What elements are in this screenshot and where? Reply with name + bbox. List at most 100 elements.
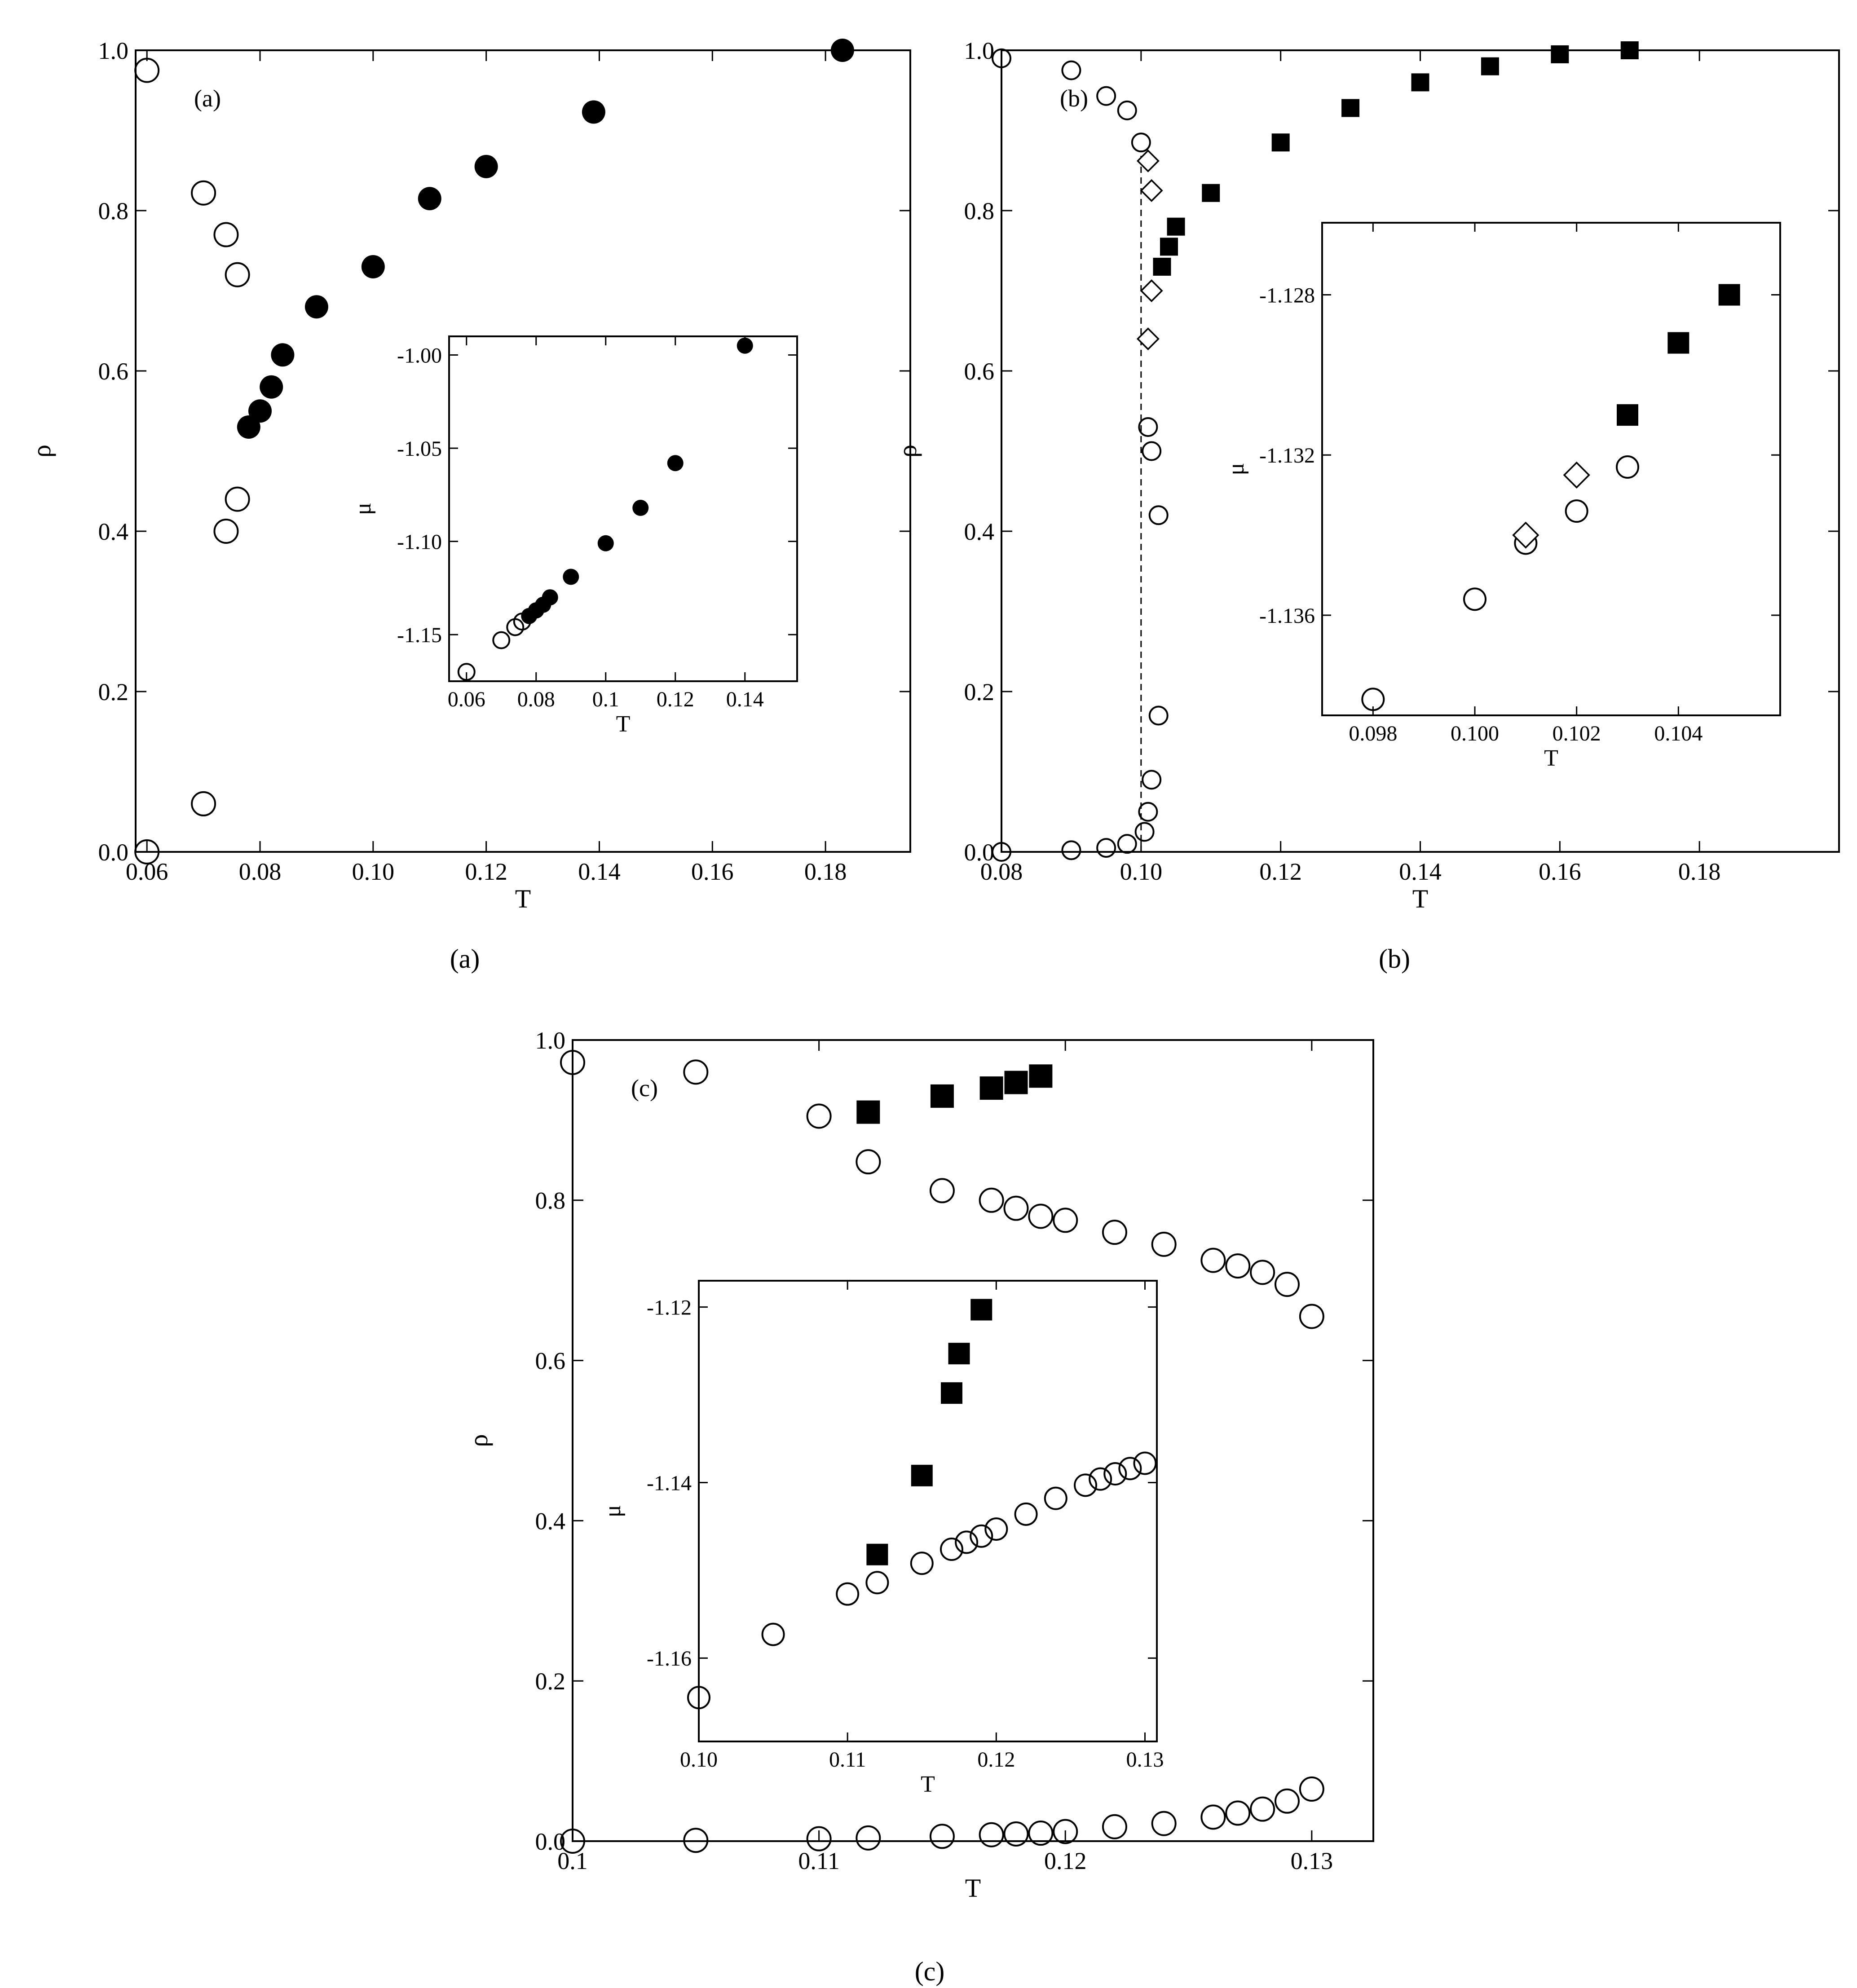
chart-b-point-open-circle xyxy=(1061,840,1081,860)
chart-b-point-open-circle xyxy=(1134,822,1155,842)
chart-c-point-open-circle xyxy=(1200,1247,1226,1273)
chart-c-point-filled-square xyxy=(979,1076,1003,1100)
chart-b-point-open-circle xyxy=(1138,802,1158,822)
chart-c-point-open-circle xyxy=(1003,1195,1029,1221)
chart-b-xtick-label: 0.14 xyxy=(1399,858,1442,885)
chart-b-inset-ylabel: μ xyxy=(1223,463,1249,476)
chart-c-point-open-circle xyxy=(1151,1811,1177,1836)
chart-c-inset-point-open-circle xyxy=(1089,1467,1112,1491)
chart-b-point-open-diamond xyxy=(1140,279,1163,302)
chart-c-point-open-circle xyxy=(1102,1814,1127,1839)
chart-c-point-filled-square xyxy=(1029,1064,1053,1088)
chart-c-inset-point-open-circle xyxy=(970,1524,993,1548)
chart-a-point-open-circle xyxy=(191,180,216,206)
chart-a-ylabel: ρ xyxy=(27,445,56,458)
chart-a-point-filled-circle xyxy=(304,295,328,319)
chart-b-inset-point-open-diamond xyxy=(1512,521,1539,549)
chart-b-point-open-circle xyxy=(992,48,1011,68)
chart-a-point-filled-circle xyxy=(248,399,272,423)
chart-b-xtick-label: 0.08 xyxy=(980,858,1023,885)
chart-c-inset-point-open-circle xyxy=(1014,1502,1038,1526)
chart-c-ytick-label: 1.0 xyxy=(535,1027,566,1054)
chart-c-point-open-circle xyxy=(979,1822,1004,1847)
chart-b-point-filled-square xyxy=(1167,217,1185,236)
chart-c-point-open-circle xyxy=(683,1059,709,1085)
chart-c-point-open-circle xyxy=(1274,1788,1300,1814)
chart-a-xtick-label: 0.12 xyxy=(465,858,507,885)
chart-c-inset-point-filled-square xyxy=(866,1543,888,1565)
chart-a-inset-point-filled-circle xyxy=(542,589,558,606)
chart-c-point-open-circle xyxy=(856,1149,881,1175)
chart-c-point-open-circle xyxy=(806,1826,832,1851)
chart-c-inset-point-open-circle xyxy=(865,1571,889,1595)
chart-a-inset-point-filled-circle xyxy=(737,337,753,354)
chart-a-frame xyxy=(135,49,911,853)
chart-b-inset-point-filled-square xyxy=(1617,404,1638,426)
chart-a-point-filled-circle xyxy=(271,343,295,367)
chart-a-inset-point-filled-circle xyxy=(632,499,649,516)
chart-b-inset-point-open-circle xyxy=(1616,455,1639,479)
chart-a-inset-xtick-label: 0.12 xyxy=(657,688,694,711)
chart-b-inset-point-open-circle xyxy=(1361,688,1385,711)
chart-b-inset-xtick-label: 0.100 xyxy=(1451,722,1499,745)
chart-b-point-filled-square xyxy=(1160,238,1178,256)
chart-c-point-filled-square xyxy=(930,1084,954,1108)
chart-c-inset-point-open-circle xyxy=(940,1538,963,1561)
chart-c-inset-ytick-label: -1.14 xyxy=(647,1471,692,1495)
chart-a-inset-point-open-circle xyxy=(492,631,511,649)
chart-a-xtick-label: 0.08 xyxy=(239,858,282,885)
chart-c-inset-point-open-circle xyxy=(955,1530,979,1554)
chart-b-inset-point-open-diamond xyxy=(1563,461,1590,489)
chart-b-inset-background xyxy=(1322,223,1780,715)
chart-c-inset-xtick-label: 0.13 xyxy=(1126,1748,1164,1772)
chart-c-ytick-label: 0.4 xyxy=(535,1508,566,1534)
chart-c-frame xyxy=(572,1039,1374,1842)
chart-c-inset-point-open-circle xyxy=(1074,1473,1098,1497)
chart-b-xlabel: T xyxy=(1412,884,1428,913)
chart-c-point-open-circle xyxy=(856,1825,881,1851)
chart-c-point-open-circle xyxy=(1225,1253,1251,1279)
chart-c-point-open-circle xyxy=(1299,1304,1324,1329)
chart-c-inset-point-open-circle xyxy=(836,1582,860,1606)
chart-b-point-open-diamond xyxy=(1136,149,1160,172)
chart-a-inset-point-filled-circle xyxy=(667,455,684,472)
chart-c-inset-point-filled-square xyxy=(948,1343,970,1365)
chart-b-inset-point-filled-square xyxy=(1667,332,1689,354)
chart-a-inset-ytick-label: -1.00 xyxy=(397,344,442,367)
chart-a-inset-frame xyxy=(448,335,798,682)
chart-c-xtick-label: 0.12 xyxy=(1044,1847,1087,1874)
chart-c-xtick-label: 0.11 xyxy=(798,1847,840,1874)
chart-b-point-filled-square xyxy=(1271,133,1290,152)
chart-b-point-open-circle xyxy=(1096,838,1116,858)
chart-b-inset-frame xyxy=(1321,222,1781,716)
chart-c-inset-xlabel: T xyxy=(921,1772,935,1797)
chart-c-point-open-circle xyxy=(1053,1208,1078,1233)
chart-a-ytick-label: 0.4 xyxy=(98,518,129,545)
chart-b-inset-xtick-label: 0.098 xyxy=(1349,722,1397,745)
chart-c-point-open-circle xyxy=(979,1187,1004,1213)
chart-c-inset-point-open-circle xyxy=(910,1552,934,1575)
chart-a-inset-point-open-circle xyxy=(457,663,476,681)
chart-a-xtick-label: 0.18 xyxy=(804,858,847,885)
chart-c-ylabel: ρ xyxy=(464,1434,493,1447)
chart-b-inset-xtick-label: 0.104 xyxy=(1654,722,1703,745)
chart-b-xtick-label: 0.12 xyxy=(1259,858,1302,885)
chart-c-inset-point-open-circle xyxy=(687,1686,710,1710)
chart-c-xlabel: T xyxy=(965,1873,981,1903)
chart-b-point-open-circle xyxy=(992,842,1011,862)
chart-a-inset-ylabel: μ xyxy=(350,503,376,515)
chart-b-ytick-label: 0.2 xyxy=(964,679,995,705)
chart-c-panel-tag: (c) xyxy=(631,1075,658,1102)
chart-b-panel-tag: (b) xyxy=(1060,85,1088,112)
chart-a-xtick-label: 0.14 xyxy=(578,858,621,885)
chart-b-point-open-circle xyxy=(1148,505,1169,525)
chart-b-panel: 0.08 0.10 0.12 0.14 0.16 0.18 0.0 0.2 0.4 0.6 0.8 1… xyxy=(893,37,1840,913)
chart-b-point-open-circle xyxy=(1142,441,1162,461)
chart-b-point-open-circle xyxy=(1117,100,1137,120)
chart-c-point-open-circle xyxy=(1028,1820,1054,1846)
chart-b-point-open-circle xyxy=(1096,86,1116,106)
chart-a-inset-ytick-label: -1.15 xyxy=(397,623,442,647)
chart-c-inset-xtick-label: 0.10 xyxy=(680,1748,718,1772)
chart-b-inset-ytick-label: -1.136 xyxy=(1259,604,1315,628)
chart-b-inset-panel: 0.098 0.100 0.102 0.104 -1.128 -1.132 -1.136 Tμ xyxy=(1223,222,1781,771)
